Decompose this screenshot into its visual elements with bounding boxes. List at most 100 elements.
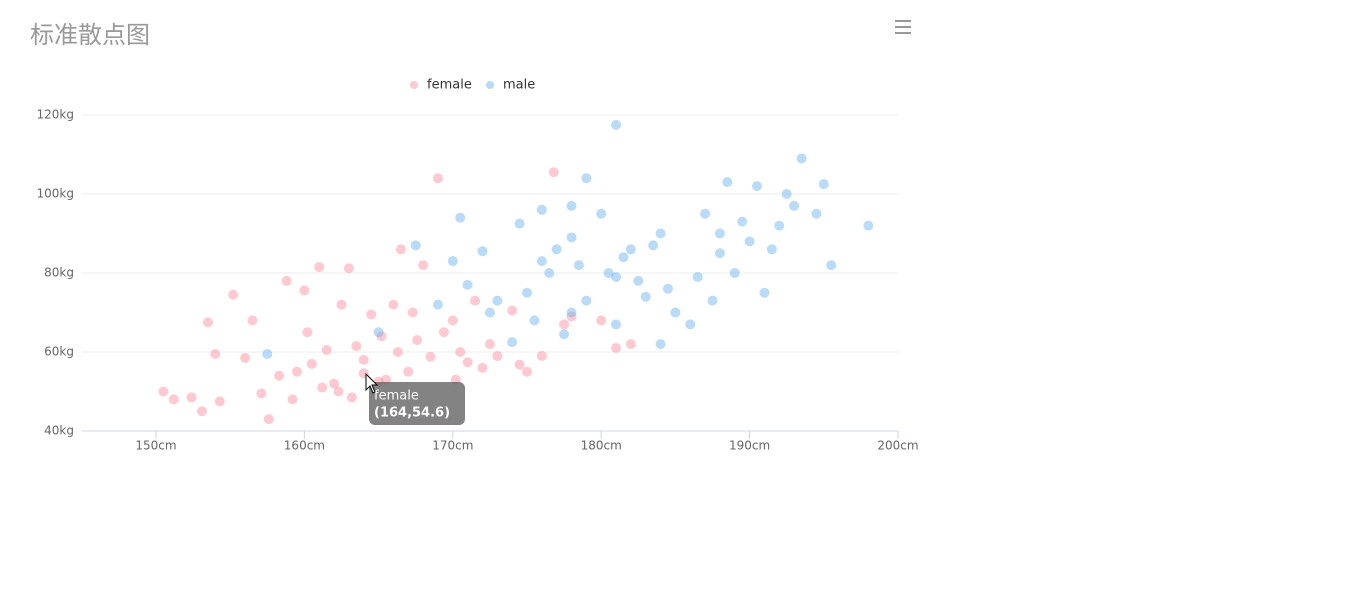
tooltip-series: female xyxy=(374,389,419,404)
point xyxy=(470,295,481,306)
point xyxy=(263,414,274,425)
point xyxy=(573,260,584,271)
x-tick-label: 190cm xyxy=(729,439,770,453)
point xyxy=(240,352,251,363)
point xyxy=(432,299,443,310)
chart-title: 标准散点图 xyxy=(30,21,150,49)
point xyxy=(536,204,547,215)
y-tick-label: 60kg xyxy=(44,345,74,359)
point xyxy=(566,232,577,243)
point xyxy=(346,392,357,403)
point xyxy=(559,319,570,330)
point xyxy=(447,256,458,267)
point xyxy=(729,268,740,278)
point xyxy=(692,271,703,282)
point xyxy=(228,289,239,300)
point xyxy=(455,347,466,357)
point xyxy=(536,350,547,361)
point xyxy=(317,382,328,393)
point xyxy=(670,307,681,318)
point xyxy=(737,216,748,227)
point xyxy=(214,396,225,407)
point xyxy=(781,189,792,199)
point xyxy=(432,173,443,184)
point xyxy=(722,177,733,188)
point xyxy=(581,295,592,306)
point xyxy=(477,246,488,257)
point xyxy=(343,263,354,274)
point xyxy=(358,354,369,365)
point xyxy=(625,244,636,255)
point xyxy=(247,315,258,326)
point xyxy=(158,386,169,397)
point xyxy=(655,339,666,350)
point xyxy=(168,394,179,405)
point xyxy=(186,392,197,403)
point xyxy=(685,319,696,330)
point xyxy=(714,228,725,239)
point xyxy=(863,220,874,231)
point xyxy=(462,279,473,290)
legend-item[interactable]: male xyxy=(486,78,535,93)
point xyxy=(522,287,532,298)
tooltip: female (164,54.6) xyxy=(369,382,465,425)
point xyxy=(648,240,659,251)
point xyxy=(707,295,718,306)
point xyxy=(287,394,298,405)
point xyxy=(507,337,518,348)
point xyxy=(514,359,525,370)
point xyxy=(306,358,317,369)
point xyxy=(202,317,213,328)
point xyxy=(618,252,629,263)
point xyxy=(596,208,607,219)
point xyxy=(388,299,399,310)
point xyxy=(759,287,770,298)
point xyxy=(611,319,622,330)
point xyxy=(514,218,525,229)
point xyxy=(373,327,384,338)
point xyxy=(551,244,562,255)
point xyxy=(376,331,387,342)
point xyxy=(566,307,577,318)
point xyxy=(611,343,622,354)
point xyxy=(752,181,763,192)
tooltip-value: (164,54.6) xyxy=(374,406,450,421)
point xyxy=(633,275,644,286)
point xyxy=(774,220,785,231)
point xyxy=(811,208,822,219)
point xyxy=(197,406,208,417)
point xyxy=(425,351,436,362)
point xyxy=(455,212,466,223)
menu-button[interactable] xyxy=(895,20,911,34)
point xyxy=(507,305,518,316)
point xyxy=(492,295,503,306)
x-tick-label: 150cm xyxy=(135,439,176,453)
point xyxy=(492,350,503,361)
y-tick-label: 80kg xyxy=(44,266,74,280)
x-tick-label: 160cm xyxy=(284,439,325,453)
legend-item[interactable]: female xyxy=(410,78,472,93)
point xyxy=(611,271,622,282)
point xyxy=(766,244,777,255)
point xyxy=(274,370,285,381)
point xyxy=(412,335,423,346)
point xyxy=(603,268,614,278)
point xyxy=(314,262,325,273)
point xyxy=(403,366,414,377)
point xyxy=(566,311,577,322)
point xyxy=(826,260,837,271)
point xyxy=(662,283,673,294)
point xyxy=(351,341,362,352)
point xyxy=(566,200,577,211)
point xyxy=(559,329,570,340)
point xyxy=(366,309,377,320)
point xyxy=(484,307,495,318)
point xyxy=(418,260,429,271)
point xyxy=(447,315,458,326)
point xyxy=(477,362,488,373)
point xyxy=(714,248,725,259)
point xyxy=(581,173,592,184)
point xyxy=(655,228,666,239)
point xyxy=(256,388,267,399)
